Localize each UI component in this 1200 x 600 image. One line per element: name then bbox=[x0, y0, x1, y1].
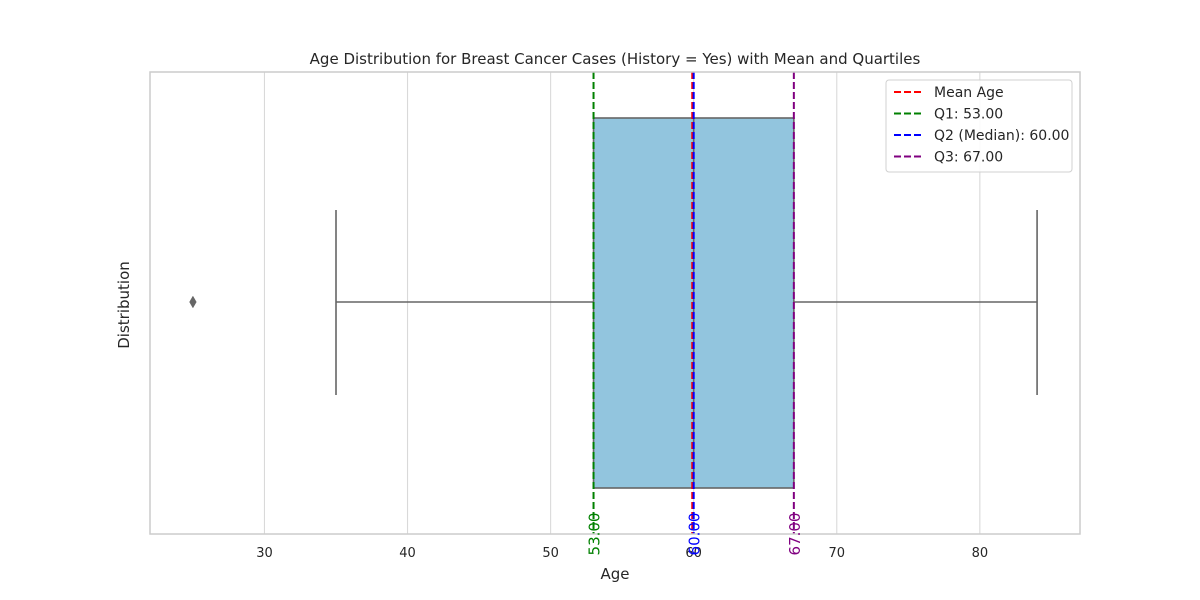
x-tick-label: 80 bbox=[972, 546, 989, 561]
x-tick-label: 60 bbox=[685, 546, 702, 561]
legend-entry: Mean Age bbox=[934, 85, 1004, 101]
x-tick-label: 70 bbox=[828, 546, 845, 561]
reference-line-annotation: 53.00 bbox=[586, 513, 604, 556]
outlier-point bbox=[189, 295, 197, 309]
reference-line-annotation: 67.00 bbox=[786, 513, 804, 556]
legend-entry: Q3: 67.00 bbox=[934, 150, 1003, 166]
legend-entry: Q1: 53.00 bbox=[934, 107, 1003, 123]
chart-title: Age Distribution for Breast Cancer Cases… bbox=[310, 50, 921, 68]
legend-box bbox=[885, 79, 1073, 173]
y-axis-label: Distribution bbox=[115, 261, 133, 349]
x-tick-label: 30 bbox=[256, 546, 273, 561]
x-tick-label: 50 bbox=[542, 546, 559, 561]
x-axis-label: Age bbox=[600, 565, 629, 583]
plot-frame bbox=[149, 71, 1081, 535]
legend-entry: Q2 (Median): 60.00 bbox=[934, 128, 1069, 144]
reference-line-annotation: 60.00 bbox=[686, 513, 704, 556]
x-tick-label: 40 bbox=[399, 546, 416, 561]
